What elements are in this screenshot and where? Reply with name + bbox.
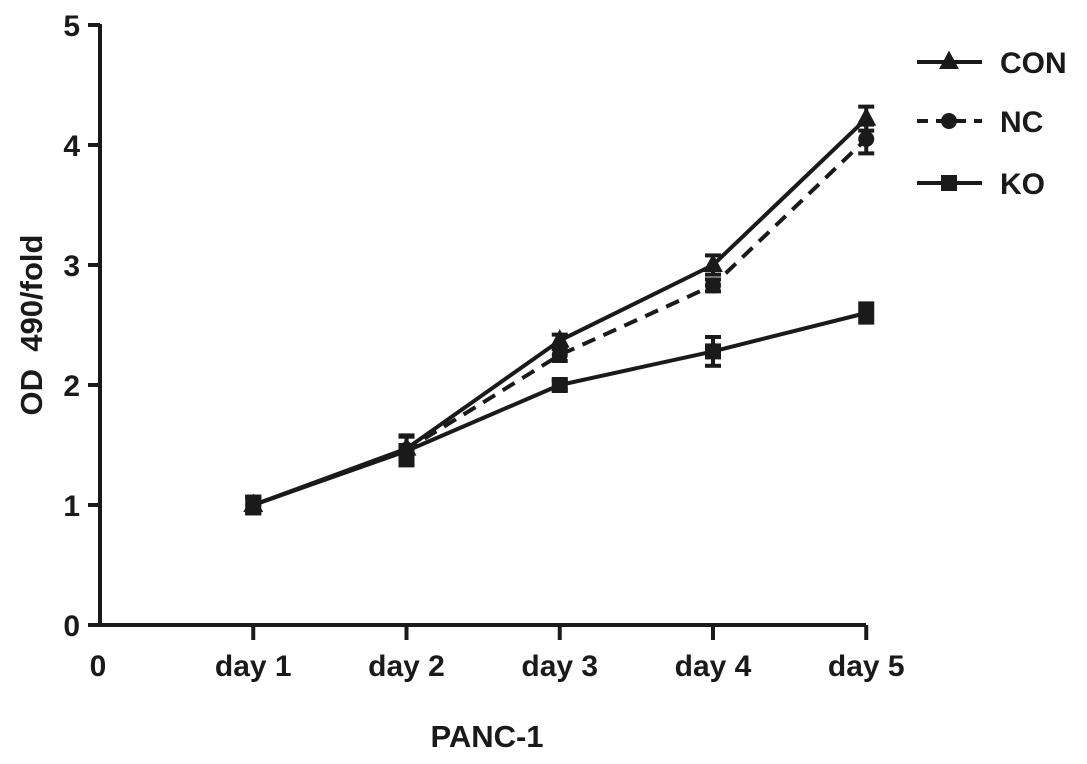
triangle-marker bbox=[856, 107, 877, 126]
triangle-marker bbox=[243, 493, 264, 513]
y-tick-label: 0 bbox=[63, 610, 80, 643]
x-tick-label: day 2 bbox=[368, 650, 445, 683]
legend: CON NC KO bbox=[917, 47, 1067, 201]
y-tick-label: 3 bbox=[63, 250, 80, 283]
circle-marker bbox=[858, 131, 875, 147]
series-line bbox=[252, 137, 868, 507]
x-tick-label: day 4 bbox=[675, 650, 752, 683]
triangle-marker bbox=[396, 437, 417, 456]
x-ticks: day 1 day 2 day 3 day 4 day 5 bbox=[215, 625, 905, 683]
series-nc bbox=[245, 122, 875, 515]
square-marker bbox=[941, 175, 957, 191]
series-con bbox=[243, 104, 877, 516]
circle-marker bbox=[941, 113, 957, 129]
legend-item-con: CON bbox=[917, 47, 1067, 80]
square-marker bbox=[551, 377, 568, 393]
y-tick-label: 4 bbox=[63, 130, 80, 163]
series-layer bbox=[243, 104, 877, 516]
triangle-marker bbox=[549, 329, 570, 348]
triangle-marker bbox=[939, 50, 959, 70]
legend-item-ko: KO bbox=[917, 168, 1045, 201]
x-tick-label: day 1 bbox=[215, 650, 292, 683]
x-tick-label: day 3 bbox=[521, 650, 598, 683]
legend-label: CON bbox=[1000, 47, 1067, 80]
y-ticks: 0 1 2 3 4 5 bbox=[63, 10, 100, 643]
circle-marker bbox=[551, 347, 568, 363]
triangle-marker bbox=[703, 253, 723, 273]
y-tick-label: 5 bbox=[63, 10, 80, 43]
series-line bbox=[252, 117, 868, 507]
y-tick-label: 1 bbox=[63, 490, 80, 523]
square-marker bbox=[705, 343, 721, 360]
y-axis-title: OD 490/fold bbox=[14, 235, 49, 416]
x-axis-title: PANC-1 bbox=[430, 719, 543, 754]
axes bbox=[98, 24, 866, 627]
legend-label: KO bbox=[1000, 168, 1045, 201]
legend-item-nc: NC bbox=[917, 106, 1043, 139]
circle-marker bbox=[705, 277, 721, 294]
y-tick-label: 2 bbox=[63, 370, 80, 403]
x-tick-label: day 5 bbox=[828, 650, 905, 683]
x-origin-label: 0 bbox=[90, 650, 107, 683]
legend-label: NC bbox=[1000, 106, 1043, 139]
square-marker bbox=[858, 305, 875, 321]
